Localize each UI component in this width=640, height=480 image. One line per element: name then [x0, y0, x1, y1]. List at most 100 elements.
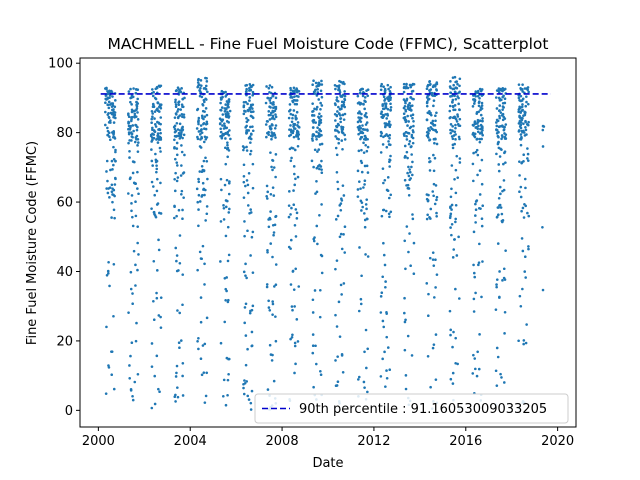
data-point [457, 135, 461, 139]
data-point [500, 212, 504, 216]
data-point [476, 122, 479, 125]
data-point [204, 156, 207, 160]
data-point [242, 270, 246, 274]
data-point [451, 256, 455, 259]
data-point [381, 167, 385, 170]
data-point [157, 84, 161, 88]
data-point [181, 208, 184, 212]
data-point [205, 77, 208, 80]
data-point [316, 150, 319, 153]
data-point [387, 140, 390, 143]
data-point [133, 140, 137, 144]
data-point [318, 112, 321, 116]
data-point [385, 376, 389, 380]
data-point [523, 113, 527, 117]
data-point [294, 116, 298, 120]
data-point [245, 87, 248, 91]
data-point [499, 125, 503, 128]
data-point [292, 135, 296, 139]
data-point [198, 89, 202, 93]
data-point [150, 365, 154, 368]
data-point [318, 163, 321, 167]
data-point [499, 111, 503, 114]
data-point [448, 109, 452, 113]
data-point [449, 195, 453, 199]
data-point [411, 104, 414, 107]
data-point [498, 104, 502, 107]
data-point [409, 264, 412, 268]
data-point [150, 140, 153, 143]
data-point [339, 114, 342, 117]
data-point [136, 268, 139, 272]
data-point [410, 133, 414, 137]
data-point [451, 76, 455, 79]
data-point [338, 84, 341, 87]
data-point [316, 242, 319, 246]
data-point [293, 224, 297, 227]
data-point [293, 95, 296, 98]
data-point [131, 398, 135, 402]
data-point [176, 309, 179, 312]
data-point [244, 262, 247, 266]
data-point [130, 103, 133, 106]
data-point [527, 214, 531, 218]
data-point [224, 234, 228, 238]
y-tick-label: 40 [56, 265, 73, 280]
data-point [501, 279, 504, 282]
data-point [150, 121, 153, 125]
data-point [181, 273, 185, 276]
data-point [362, 90, 365, 94]
data-point [203, 401, 207, 404]
data-point [134, 91, 138, 95]
data-point [111, 95, 114, 98]
data-point [434, 128, 437, 132]
data-point [457, 235, 460, 239]
data-point [403, 104, 407, 108]
data-point [290, 206, 293, 210]
data-point [178, 234, 182, 237]
data-point [179, 174, 183, 177]
data-point [317, 123, 321, 127]
data-point [451, 98, 455, 102]
data-point [174, 157, 177, 161]
data-point [336, 355, 339, 358]
data-point [381, 143, 385, 146]
data-point [519, 304, 523, 308]
data-point [104, 101, 107, 104]
data-point [454, 287, 457, 291]
data-point [267, 96, 270, 100]
data-point [107, 100, 111, 104]
data-point [269, 96, 273, 100]
data-point [226, 130, 230, 134]
data-point [518, 119, 522, 123]
data-point [265, 194, 268, 198]
data-point [527, 120, 530, 124]
data-point [501, 125, 505, 129]
data-point [127, 113, 130, 117]
data-point [498, 109, 501, 112]
data-point [270, 123, 274, 126]
data-point [269, 111, 273, 115]
data-point [497, 213, 500, 217]
data-point [128, 128, 132, 131]
data-point [204, 394, 208, 398]
data-point [434, 286, 437, 289]
data-point [134, 124, 138, 127]
data-point [450, 233, 453, 237]
data-point [106, 179, 109, 183]
data-point [343, 225, 347, 228]
data-point [404, 387, 408, 391]
data-point [523, 177, 527, 181]
data-point [451, 345, 454, 349]
data-point [175, 179, 179, 183]
data-point [496, 134, 500, 138]
data-point [150, 180, 154, 184]
data-point [384, 280, 387, 283]
data-point [135, 321, 138, 325]
data-point [478, 169, 482, 172]
data-point [244, 363, 248, 367]
data-point [434, 378, 438, 381]
data-point [481, 119, 484, 123]
data-point [108, 196, 111, 199]
data-point [288, 134, 291, 138]
